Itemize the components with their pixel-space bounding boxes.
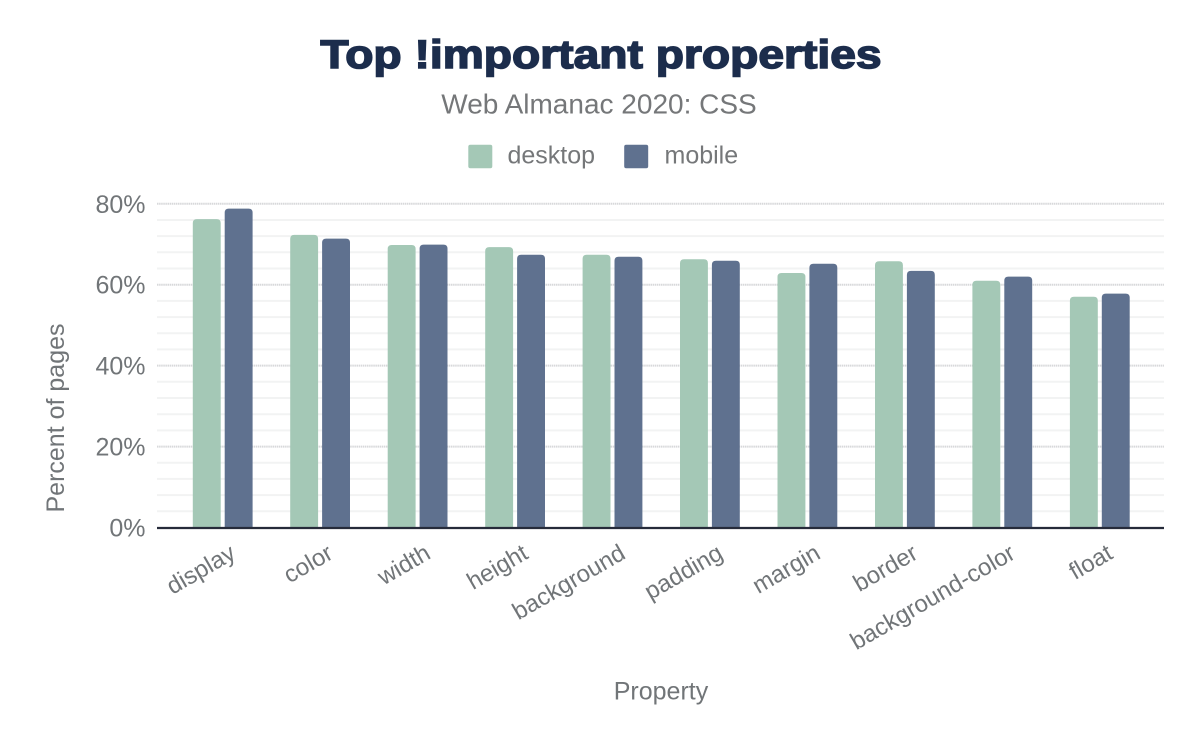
svg-text:desktop: desktop (508, 141, 596, 169)
svg-text:60%: 60% (95, 272, 145, 300)
svg-text:20%: 20% (95, 434, 145, 462)
svg-text:40%: 40% (95, 353, 145, 381)
svg-text:Property: Property (614, 678, 709, 706)
svg-text:Top !important properties: Top !important properties (320, 33, 881, 77)
svg-text:Percent of pages: Percent of pages (42, 323, 70, 512)
svg-text:mobile: mobile (665, 141, 739, 169)
svg-text:Web Almanac 2020: CSS: Web Almanac 2020: CSS (441, 89, 756, 120)
svg-text:80%: 80% (95, 191, 145, 219)
svg-text:0%: 0% (109, 515, 145, 543)
